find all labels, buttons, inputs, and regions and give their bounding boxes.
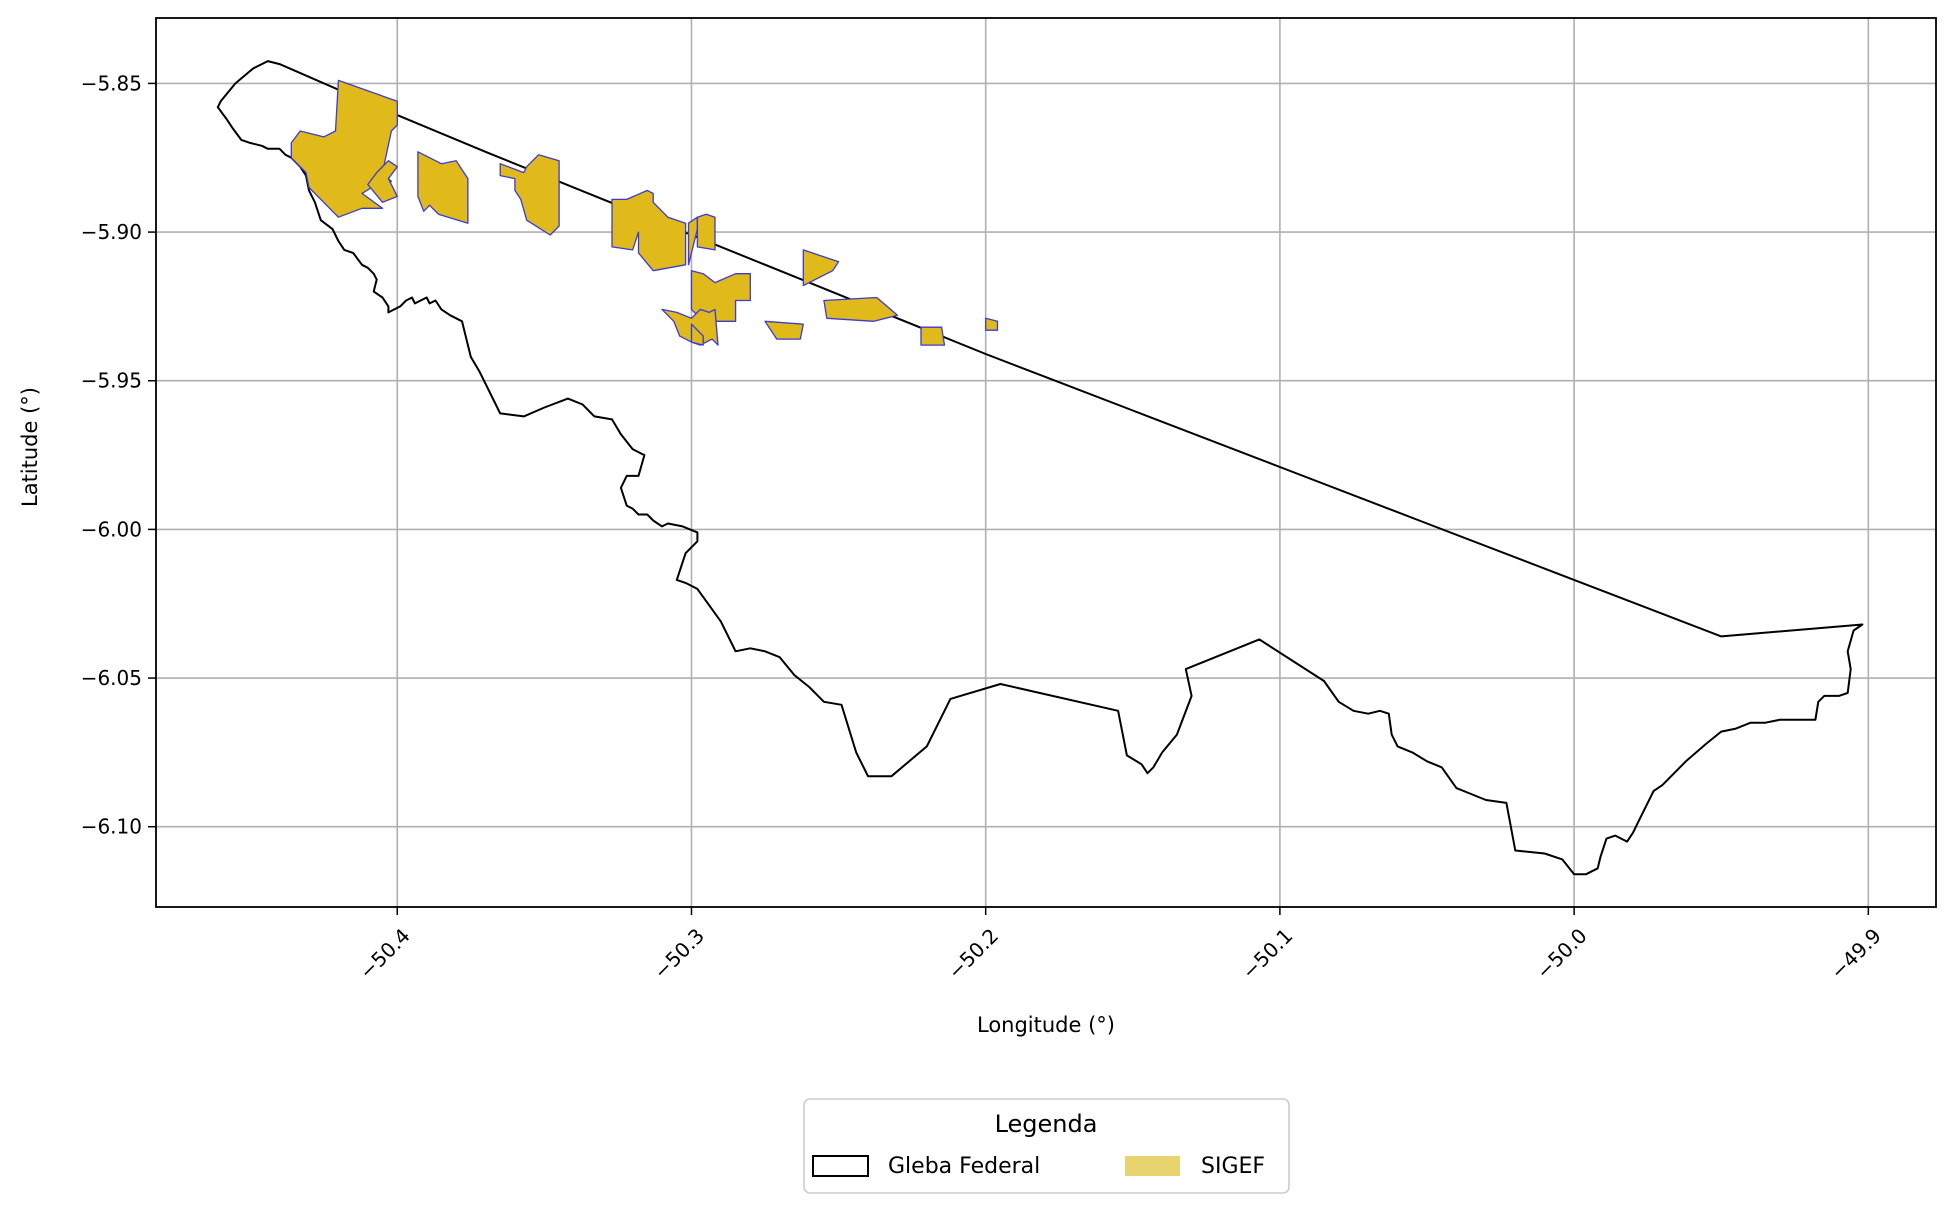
sigef-parcel-8 [696,213,716,251]
x-tick-label: −50.2 [943,924,1003,984]
sigef-parcel-1 [367,160,398,203]
sigef-parcel-11 [823,296,899,322]
sigef-parcel-4 [611,189,687,272]
y-tick-label: −6.00 [81,517,142,541]
legend-label-gleba-federal: Gleba Federal [888,1154,1040,1179]
sigef-parcel-9 [802,249,840,287]
grid-lines [156,18,1936,907]
x-tick-label: −50.0 [1531,924,1591,984]
plot-frame [155,17,1937,908]
y-tick-label: −6.10 [81,815,142,839]
sigef-parcel-14 [690,323,704,346]
sigef-parcel-13 [985,317,999,331]
sigef-parcels-layer [290,79,999,346]
x-axis-ticks: −50.4 −50.3 −50.2 −50.1 −50.0 −49.9 [354,907,1886,984]
x-axis-label: Longitude (°) [977,1013,1115,1037]
y-tick-label: −5.95 [81,369,142,393]
y-axis-label: Latitude (°) [18,387,42,507]
y-tick-label: −6.05 [81,666,142,690]
x-tick-label: −50.4 [354,924,414,984]
legend-title: Legenda [995,1110,1098,1138]
y-axis-ticks: −5.85 −5.90 −5.95 −6.00 −6.05 −6.10 [81,71,156,839]
x-tick-label: −50.1 [1237,924,1297,984]
legend-swatch-sigef [1125,1156,1180,1176]
y-tick-label: −5.85 [81,71,142,95]
sigef-parcel-10 [764,320,804,340]
sigef-parcel-7 [661,308,719,346]
legend: Legenda Gleba Federal SIGEF [803,1098,1290,1194]
legend-swatch-gleba-federal [812,1155,869,1177]
sigef-parcel-12 [920,326,946,346]
gleba-federal-layer [216,60,1864,876]
y-tick-label: −5.90 [81,220,142,244]
x-tick-label: −49.9 [1826,924,1886,984]
sigef-parcel-5 [687,216,699,266]
legend-label-sigef: SIGEF [1201,1154,1265,1179]
x-tick-label: −50.3 [649,924,709,984]
sigef-parcel-3 [499,154,560,236]
gleba-federal-boundary [216,60,1864,876]
sigef-parcel-2 [417,151,469,224]
